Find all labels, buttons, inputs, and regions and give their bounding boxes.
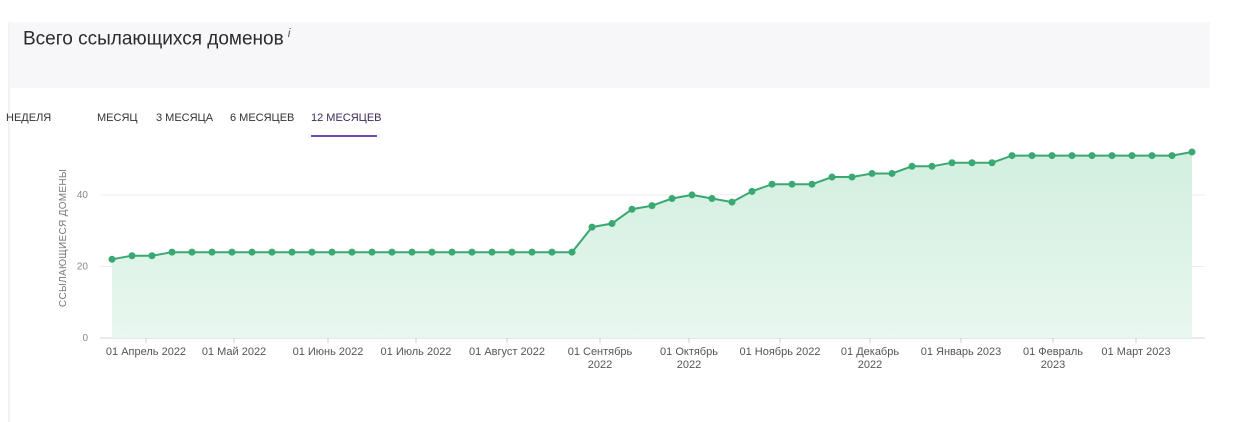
data-point[interactable]: [528, 248, 536, 256]
y-tick-label: 40: [77, 190, 89, 201]
x-tick-label: 01 Декабрь 2022: [841, 346, 899, 371]
data-point[interactable]: [1028, 152, 1036, 160]
data-point[interactable]: [1128, 152, 1136, 160]
data-point[interactable]: [548, 248, 556, 256]
data-point[interactable]: [368, 248, 376, 256]
data-point[interactable]: [468, 248, 476, 256]
data-point[interactable]: [828, 173, 836, 181]
data-point[interactable]: [708, 195, 716, 202]
data-point[interactable]: [768, 180, 776, 188]
data-point[interactable]: [448, 248, 456, 256]
data-point[interactable]: [648, 202, 656, 210]
data-point[interactable]: [788, 180, 796, 188]
data-point[interactable]: [728, 198, 736, 206]
x-tick-label: 01 Январь 2023: [921, 346, 1002, 358]
x-tick-label: 01 Июль 2022: [381, 346, 452, 358]
data-point[interactable]: [388, 248, 396, 256]
data-point[interactable]: [488, 248, 496, 256]
data-point[interactable]: [668, 195, 676, 202]
data-point[interactable]: [1148, 152, 1156, 160]
tab-3-months[interactable]: 3 МЕСЯЦА: [156, 112, 214, 124]
data-point[interactable]: [148, 252, 156, 260]
y-tick-label: 20: [77, 261, 89, 272]
data-point[interactable]: [888, 169, 896, 177]
x-tick-label: 01 Ноябрь 2022: [740, 346, 821, 358]
x-tick-label: 01 Сентябрь 2022: [568, 346, 633, 371]
x-tick-label: 01 Октябрь 2022: [660, 346, 718, 371]
data-point[interactable]: [268, 248, 276, 256]
data-point[interactable]: [688, 191, 696, 199]
page-title: Всего ссылающихся доменов i: [23, 26, 290, 50]
data-point[interactable]: [1188, 148, 1196, 156]
x-tick-label: 01 Апрель 2022: [106, 346, 186, 358]
tab-month[interactable]: МЕСЯЦ: [97, 112, 138, 124]
data-point[interactable]: [928, 162, 936, 170]
data-point[interactable]: [628, 205, 636, 213]
title-text: Всего ссылающихся доменов: [23, 28, 284, 50]
data-point[interactable]: [228, 248, 236, 256]
active-tab-underline: [311, 135, 377, 137]
data-point[interactable]: [1068, 152, 1076, 160]
y-axis-title: ССЫЛАЮЩИЕСЯ ДОМЕНЫ: [58, 169, 69, 307]
data-point[interactable]: [208, 248, 216, 256]
data-point[interactable]: [188, 248, 196, 256]
data-point[interactable]: [948, 159, 956, 167]
data-point[interactable]: [408, 248, 416, 256]
data-point[interactable]: [748, 187, 756, 195]
x-tick-label: 01 Август 2022: [469, 346, 545, 358]
x-tick-label: 01 Май 2022: [202, 346, 266, 358]
data-point[interactable]: [1168, 152, 1176, 160]
x-tick-label: 01 Июнь 2022: [293, 346, 364, 358]
data-point[interactable]: [588, 223, 596, 231]
data-point[interactable]: [248, 248, 256, 256]
card-border: [8, 22, 10, 422]
tab-6-months[interactable]: 6 МЕСЯЦЕВ: [230, 112, 295, 124]
data-point[interactable]: [428, 248, 436, 256]
data-point[interactable]: [108, 255, 116, 263]
data-point[interactable]: [608, 220, 616, 228]
data-point[interactable]: [288, 248, 296, 256]
data-point[interactable]: [848, 173, 856, 181]
data-point[interactable]: [1088, 152, 1096, 160]
data-point[interactable]: [808, 180, 816, 188]
info-icon[interactable]: i: [287, 26, 291, 40]
data-point[interactable]: [968, 159, 976, 167]
y-tick-label: 0: [82, 333, 88, 344]
data-point[interactable]: [348, 248, 356, 256]
data-point[interactable]: [568, 248, 576, 256]
tab-12-months[interactable]: 12 МЕСЯЦЕВ: [311, 112, 382, 124]
x-tick-label: 01 Март 2023: [1101, 346, 1170, 358]
data-point[interactable]: [168, 248, 176, 256]
data-point[interactable]: [868, 169, 876, 177]
area-fill: [112, 152, 1192, 338]
data-point[interactable]: [328, 248, 336, 256]
tab-week[interactable]: НЕДЕЛЯ: [6, 112, 52, 124]
data-point[interactable]: [908, 162, 916, 170]
card-header: [10, 22, 1210, 88]
data-point[interactable]: [308, 248, 316, 256]
data-point[interactable]: [1008, 152, 1016, 160]
x-tick-label: 01 Февраль 2023: [1023, 346, 1083, 371]
data-point[interactable]: [508, 248, 516, 256]
data-point[interactable]: [128, 252, 136, 260]
data-point[interactable]: [1108, 152, 1116, 160]
data-point[interactable]: [988, 159, 996, 167]
data-point[interactable]: [1048, 152, 1056, 160]
